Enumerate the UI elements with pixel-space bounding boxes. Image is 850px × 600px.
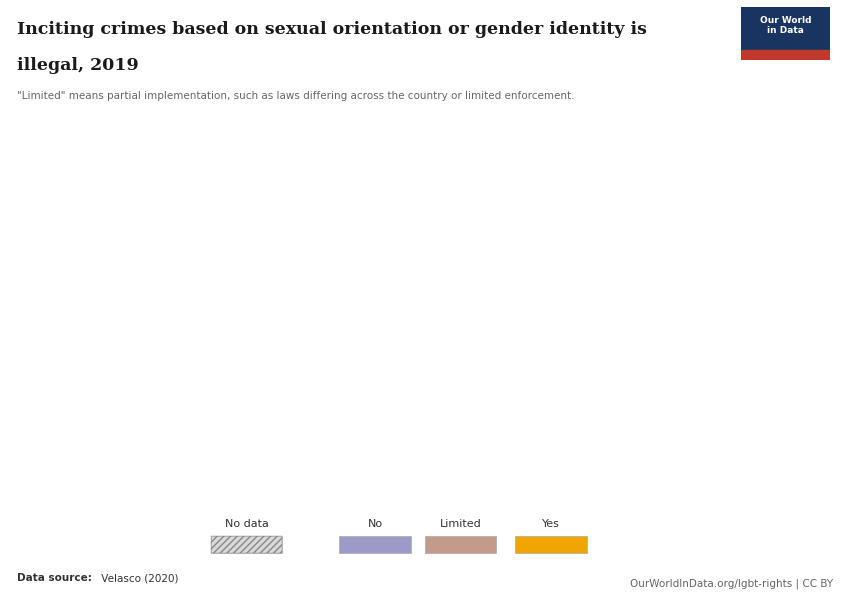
- Bar: [515, 535, 586, 553]
- Text: Yes: Yes: [542, 519, 560, 529]
- Text: No data: No data: [224, 519, 269, 529]
- Bar: [741, 7, 830, 50]
- Bar: [339, 535, 411, 553]
- Text: Inciting crimes based on sexual orientation or gender identity is: Inciting crimes based on sexual orientat…: [17, 21, 647, 38]
- Text: illegal, 2019: illegal, 2019: [17, 57, 139, 74]
- Text: Data source:: Data source:: [17, 573, 92, 583]
- Text: Our World
in Data: Our World in Data: [760, 16, 812, 35]
- Text: "Limited" means partial implementation, such as laws differing across the countr: "Limited" means partial implementation, …: [17, 91, 575, 101]
- Bar: [211, 535, 282, 553]
- Text: No: No: [367, 519, 382, 529]
- Bar: [425, 535, 496, 553]
- Text: OurWorldInData.org/lgbt-rights | CC BY: OurWorldInData.org/lgbt-rights | CC BY: [630, 578, 833, 589]
- Bar: [741, 50, 830, 60]
- Text: Velasco (2020): Velasco (2020): [98, 573, 178, 583]
- Text: Limited: Limited: [439, 519, 482, 529]
- Bar: [211, 535, 282, 553]
